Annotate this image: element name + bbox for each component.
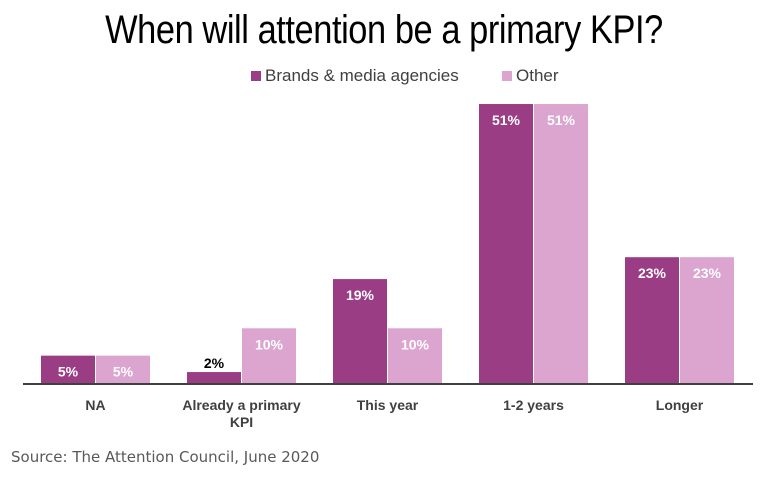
data-label: 51%: [547, 112, 576, 128]
bar-brands-3: [479, 104, 533, 383]
legend-label-brands: Brands & media agencies: [265, 66, 459, 85]
x-tick-label: NA: [85, 397, 105, 413]
bar-brands-1: [187, 372, 241, 383]
bar-other-3: [534, 104, 588, 383]
bar-brands-2: [333, 279, 387, 383]
x-tick-label: KPI: [230, 414, 253, 430]
legend-swatch-other: [502, 71, 512, 81]
bar-other-0: [96, 355, 150, 383]
legend-label-other: Other: [516, 66, 559, 85]
data-label: 51%: [492, 112, 521, 128]
x-tick-label: This year: [357, 397, 419, 413]
data-label: 5%: [113, 364, 134, 380]
x-tick-label: Longer: [656, 397, 704, 413]
bar-brands-0: [41, 355, 95, 383]
bar-other-4: [680, 257, 734, 383]
legend-item-other: Other: [502, 66, 559, 86]
legend: Brands & media agencies Other: [0, 66, 768, 86]
data-label: 19%: [346, 287, 375, 303]
chart-title: When will attention be a primary KPI?: [105, 8, 663, 52]
data-label: 23%: [693, 265, 722, 281]
legend-item-brands: Brands & media agencies: [251, 66, 459, 86]
data-label: 23%: [638, 265, 667, 281]
bar-other-1: [242, 328, 296, 383]
bar-other-2: [388, 328, 442, 383]
source-note: Source: The Attention Council, June 2020: [11, 448, 320, 466]
bar-brands-4: [625, 257, 679, 383]
legend-swatch-brands: [251, 71, 261, 81]
data-label: 10%: [255, 336, 284, 352]
data-label: 5%: [58, 364, 79, 380]
data-label: 2%: [204, 355, 225, 371]
x-tick-label: 1-2 years: [503, 397, 564, 413]
x-tick-label: Already a primary: [182, 397, 300, 413]
data-label: 10%: [401, 336, 430, 352]
